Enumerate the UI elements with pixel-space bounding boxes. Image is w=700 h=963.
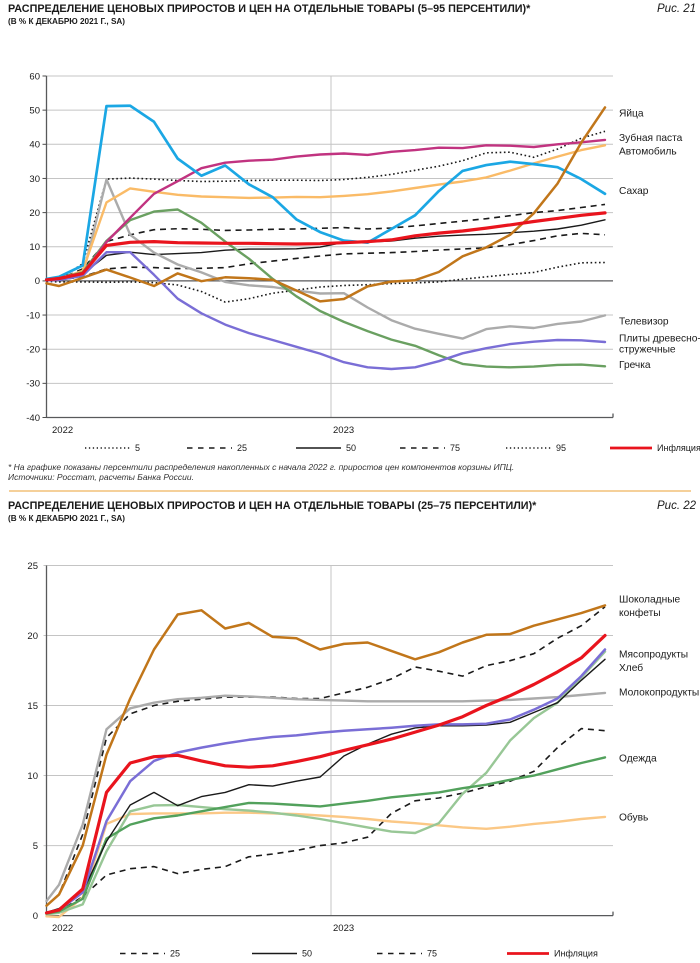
svg-text:2023: 2023 (333, 923, 354, 934)
svg-text:2023: 2023 (333, 425, 354, 436)
svg-text:60: 60 (29, 71, 40, 82)
svg-text:Одежда: Одежда (619, 754, 657, 765)
svg-text:50: 50 (29, 105, 40, 116)
svg-text:стружечные: стружечные (619, 345, 676, 356)
svg-text:10: 10 (27, 771, 38, 782)
svg-text:5: 5 (135, 443, 140, 453)
svg-text:2022: 2022 (52, 425, 73, 436)
svg-text:-40: -40 (26, 413, 40, 424)
svg-text:50: 50 (302, 949, 312, 959)
svg-text:50: 50 (346, 443, 356, 453)
svg-text:Зубная паста: Зубная паста (619, 132, 683, 144)
svg-text:Хлеб: Хлеб (619, 662, 643, 674)
svg-text:Сахар: Сахар (619, 186, 649, 197)
svg-text:15: 15 (27, 701, 38, 712)
svg-text:75: 75 (450, 443, 460, 453)
svg-text:Инфляция: Инфляция (657, 443, 700, 453)
svg-text:Телевизор: Телевизор (619, 317, 669, 328)
svg-text:0: 0 (35, 276, 40, 287)
svg-text:конфеты: конфеты (619, 607, 661, 619)
svg-text:Мясопродукты: Мясопродукты (619, 650, 688, 661)
svg-text:Инфляция: Инфляция (554, 949, 598, 959)
svg-text:95: 95 (556, 443, 566, 453)
svg-text:40: 40 (29, 140, 40, 151)
svg-text:75: 75 (427, 949, 437, 959)
svg-text:Обувь: Обувь (619, 812, 648, 824)
svg-text:25: 25 (27, 561, 38, 572)
svg-text:25: 25 (237, 443, 247, 453)
svg-text:20: 20 (29, 208, 40, 219)
svg-text:-30: -30 (26, 379, 40, 390)
svg-text:Шоколадные: Шоколадные (619, 595, 681, 606)
svg-text:Гречка: Гречка (619, 360, 651, 371)
svg-text:0: 0 (33, 911, 38, 922)
svg-text:-20: -20 (26, 345, 40, 356)
svg-text:10: 10 (29, 242, 40, 253)
svg-text:Молокопродукты: Молокопродукты (619, 688, 699, 699)
svg-text:25: 25 (170, 949, 180, 959)
svg-text:Яйца: Яйца (619, 109, 644, 120)
svg-text:2022: 2022 (52, 923, 73, 934)
svg-text:Плиты древесно-: Плиты древесно- (619, 334, 700, 345)
svg-text:30: 30 (29, 174, 40, 185)
svg-text:20: 20 (27, 631, 38, 642)
svg-text:Автомобиль: Автомобиль (619, 146, 677, 158)
svg-text:-10: -10 (26, 310, 40, 321)
svg-text:5: 5 (33, 841, 38, 852)
